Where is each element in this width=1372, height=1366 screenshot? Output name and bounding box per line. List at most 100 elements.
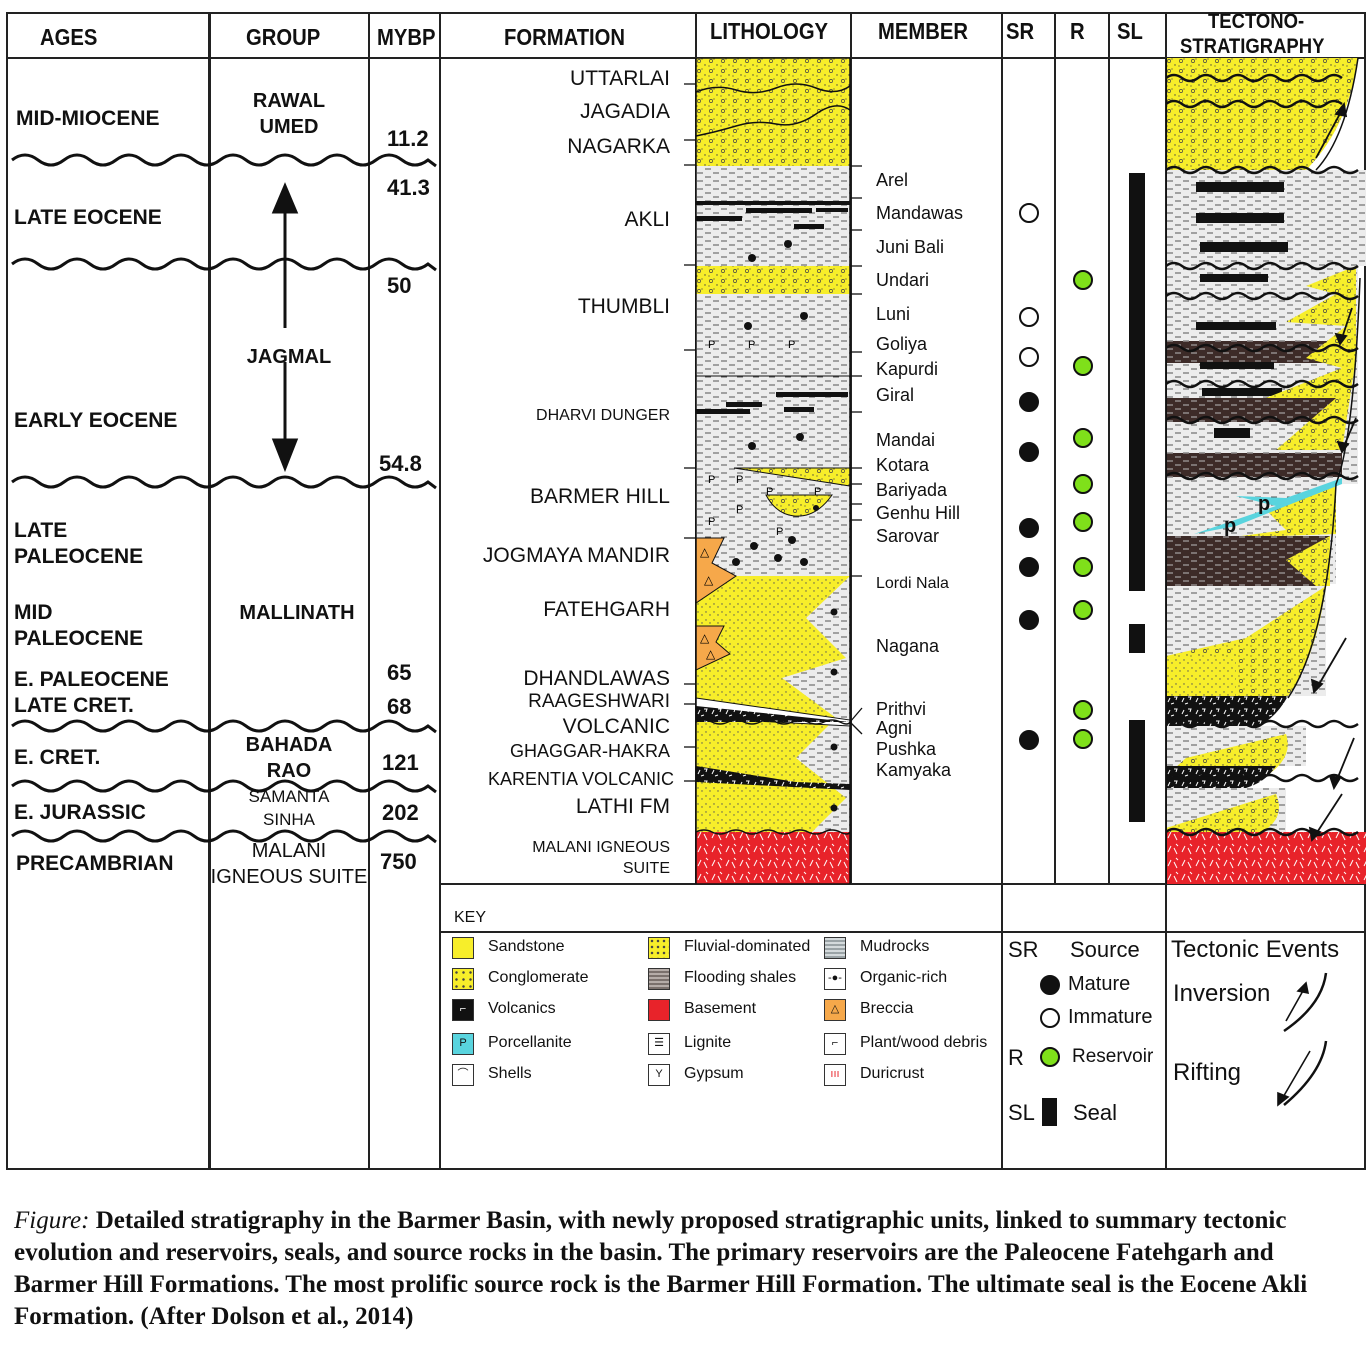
legend-reservoir-icon (1040, 1047, 1060, 1067)
formation-dhandlawas: DHANDLAWAS (523, 667, 670, 690)
group-malani: MALANI IGNEOUS SUITE (210, 840, 368, 888)
member-agni: Agni (876, 718, 913, 738)
chart-frame (6, 12, 1366, 1170)
mybp-68: 68 (387, 694, 412, 719)
formation-jagadia: JAGADIA (580, 100, 670, 123)
legend-sr-label: SR (1008, 937, 1039, 962)
member-goliya: Goliya (876, 334, 928, 354)
legend-r-label: R (1008, 1045, 1024, 1070)
mybp-65: 65 (387, 660, 412, 685)
formation-uttarlai: UTTARLAI (570, 67, 670, 90)
mybp-750: 750 (380, 849, 417, 874)
header-formation: FORMATION (504, 24, 626, 50)
mybp-54-8: 54.8 (379, 451, 422, 476)
legend-sl-label: SL (1008, 1100, 1035, 1125)
formation-karentia-volcanic: KARENTIA VOLCANIC (487, 769, 674, 789)
legend-mature-icon (1040, 975, 1060, 995)
key-label-plant: Plant/wood debris (860, 1034, 988, 1051)
age-mid-miocene: MID-MIOCENE (16, 107, 160, 130)
member-giral: Giral (876, 385, 915, 405)
header-member: MEMBER (878, 18, 968, 44)
reservoir-icon (1073, 557, 1093, 577)
svg-text:p: p (1224, 515, 1236, 537)
legend-reservoir-label: Reservoir (1072, 1046, 1154, 1067)
member-kapurdi: Kapurdi (876, 359, 939, 379)
figure-caption: Figure: Detailed stratigraphy in the Bar… (14, 1205, 1359, 1333)
key-swatch-duricrust-icon: ııı (824, 1064, 846, 1086)
group-samanta-sinha: SAMANTA SINHA (248, 787, 330, 829)
member-undari: Undari (876, 270, 930, 290)
legend-seal-label: Seal (1073, 1100, 1118, 1125)
age-late-paleocene: LATE PALEOCENE (14, 519, 144, 568)
key-label-porcellanite: Porcellanite (488, 1034, 572, 1051)
key-label-duricrust: Duricrust (860, 1065, 925, 1082)
header-sl: SL (1117, 18, 1143, 44)
mybp-50: 50 (387, 273, 412, 298)
legend-source-label: Source (1070, 937, 1140, 962)
svg-text:P: P (814, 486, 821, 498)
svg-text:P: P (708, 516, 715, 528)
key-swatch-porcellanite-icon: P (452, 1033, 474, 1055)
group-bahada-rao: BAHADA RAO (245, 734, 333, 782)
header-divider (6, 57, 1366, 59)
seal-bar (1129, 624, 1145, 653)
legend-mature-label: Mature (1068, 973, 1131, 995)
divider-lithology-member (850, 12, 852, 884)
header-tectono-2: STRATIGRAPHY (1180, 35, 1325, 58)
header-r: R (1070, 18, 1085, 44)
member-kamyaka: Kamyaka (876, 760, 952, 780)
reservoir-icon (1073, 474, 1093, 494)
key-swatch-flooding-icon (648, 968, 670, 990)
key-title: KEY (454, 909, 487, 926)
mybp-41-3: 41.3 (387, 175, 430, 200)
member-prithvi: Prithvi (876, 699, 927, 719)
header-group: GROUP (246, 24, 321, 50)
key-label-breccia: Breccia (860, 1000, 914, 1017)
tectonic-events-title: Tectonic Events (1171, 936, 1340, 963)
svg-text:△: △ (704, 573, 714, 587)
age-mid-paleocene: MID PALEOCENE (14, 601, 144, 650)
age-precambrian: PRECAMBRIAN (16, 852, 174, 875)
lithology-column: P P P P P P P P P P △ △ △ △ (684, 58, 863, 884)
divider-sr-r (1054, 12, 1056, 884)
mybp-11-2: 11.2 (387, 126, 429, 151)
key-swatch-gypsum-icon: Y (648, 1064, 670, 1086)
source-rock-mature-icon (1019, 610, 1039, 630)
reservoir-icon (1073, 729, 1093, 749)
source-rock-mature-icon (1019, 518, 1039, 538)
key-label-organic: Organic-rich (860, 969, 948, 986)
key-title-divider (439, 931, 1366, 933)
reservoir-icon (1073, 512, 1093, 532)
age-early-eocene: EARLY EOCENE (14, 409, 178, 432)
member-genhu-hill: Genhu Hill (876, 503, 961, 523)
svg-text:P: P (736, 504, 743, 516)
svg-text:P: P (748, 339, 755, 351)
key-label-volcanics: Volcanics (488, 1000, 556, 1017)
header-mybp: MYBP (377, 24, 436, 50)
svg-text:△: △ (706, 647, 716, 661)
formation-volcanic: VOLCANIC (562, 715, 670, 738)
reservoir-icon (1073, 700, 1093, 720)
header-ages: AGES (40, 24, 98, 50)
key-label-gypsum: Gypsum (684, 1065, 744, 1082)
mybp-202: 202 (382, 800, 419, 825)
member-bariyada: Bariyada (876, 480, 948, 500)
key-label-conglomerate: Conglomerate (488, 969, 589, 986)
key-label-basement: Basement (684, 1000, 757, 1017)
member-lordi-nala: Lordi Nala (876, 575, 949, 592)
age-e-cret: E. CRET. (14, 746, 101, 769)
source-rock-immature-icon (1019, 307, 1039, 327)
caption-prefix: Figure: (14, 1207, 90, 1234)
formation-dharvi-dunger: DHARVI DUNGER (536, 407, 670, 424)
formation-jogmaya-mandir: JOGMAYA MANDIR (482, 544, 670, 567)
age-late-cret: LATE CRET. (14, 694, 134, 717)
formation-barmer-hill: BARMER HILL (529, 485, 670, 508)
caption-text: Detailed stratigraphy in the Barmer Basi… (14, 1207, 1308, 1330)
seal-bar (1129, 720, 1145, 822)
key-label-shells: Shells (488, 1065, 532, 1082)
source-rock-immature-icon (1019, 203, 1039, 223)
svg-text:△: △ (700, 631, 710, 645)
key-swatch-fluvial-icon (648, 937, 670, 959)
svg-text:P: P (708, 474, 715, 486)
divider-mybp-formation (439, 12, 441, 1170)
